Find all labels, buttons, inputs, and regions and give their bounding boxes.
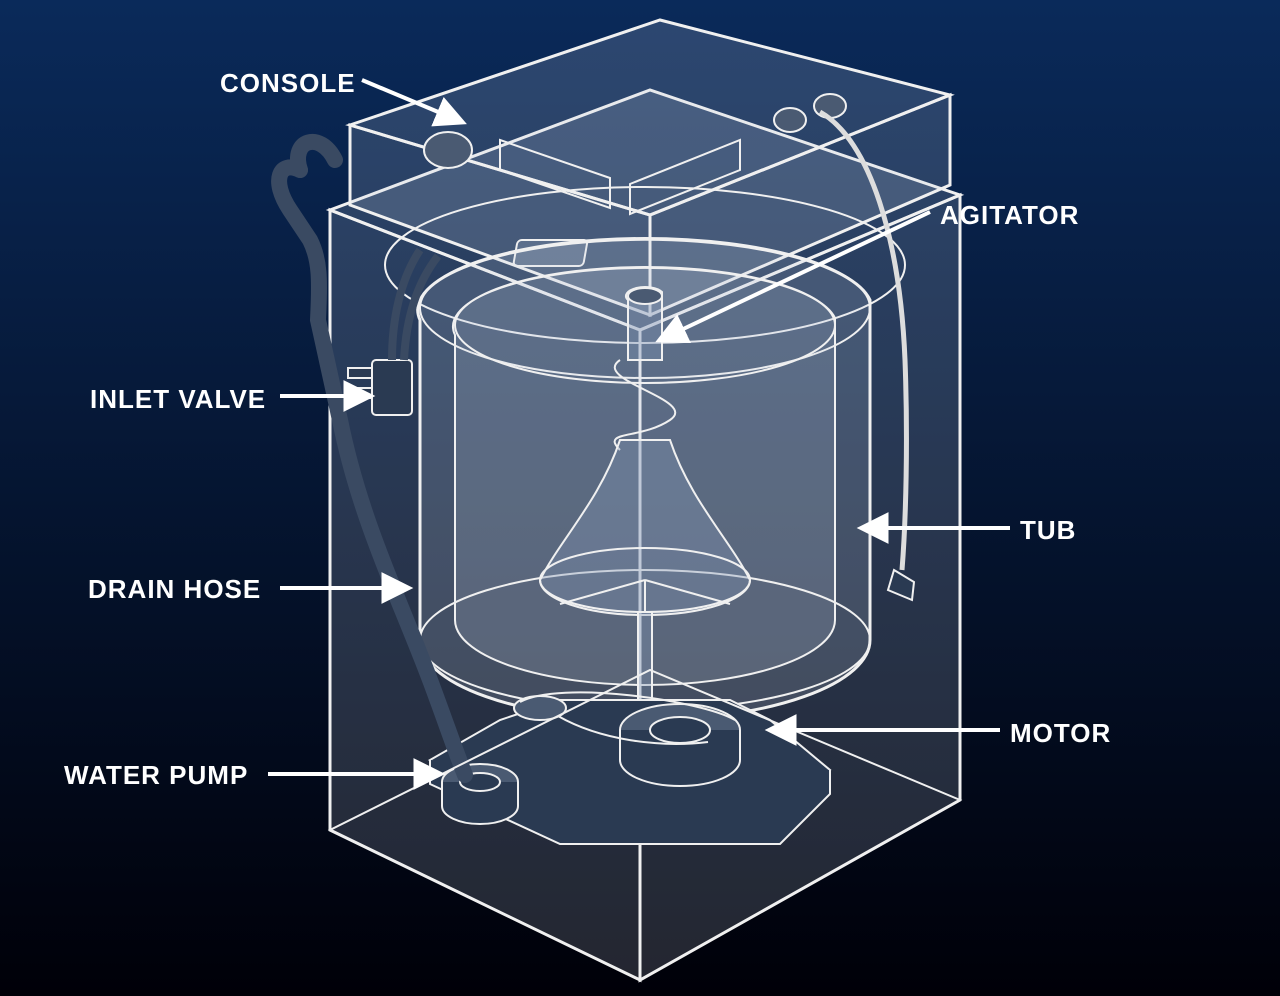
console-knob-left (424, 132, 472, 168)
label-inlet-valve: INLET VALVE (90, 384, 266, 415)
label-water-pump: WATER PUMP (64, 760, 248, 791)
washing-machine-diagram: CONSOLE AGITATOR INLET VALVE TUB DRAIN H… (0, 0, 1280, 996)
diagram-svg (0, 0, 1280, 996)
washer-body (279, 20, 960, 980)
console-knob-small-2 (814, 94, 846, 118)
agitator-cap-top (628, 288, 662, 304)
label-console: CONSOLE (220, 68, 356, 99)
inlet-port-1 (348, 368, 372, 378)
label-tub: TUB (1020, 515, 1076, 546)
label-agitator: AGITATOR (940, 200, 1079, 231)
label-drain-hose: DRAIN HOSE (88, 574, 261, 605)
motor-hub (650, 717, 710, 743)
inlet-valve-body (372, 360, 412, 415)
label-motor: MOTOR (1010, 718, 1111, 749)
console-knob-small-1 (774, 108, 806, 132)
